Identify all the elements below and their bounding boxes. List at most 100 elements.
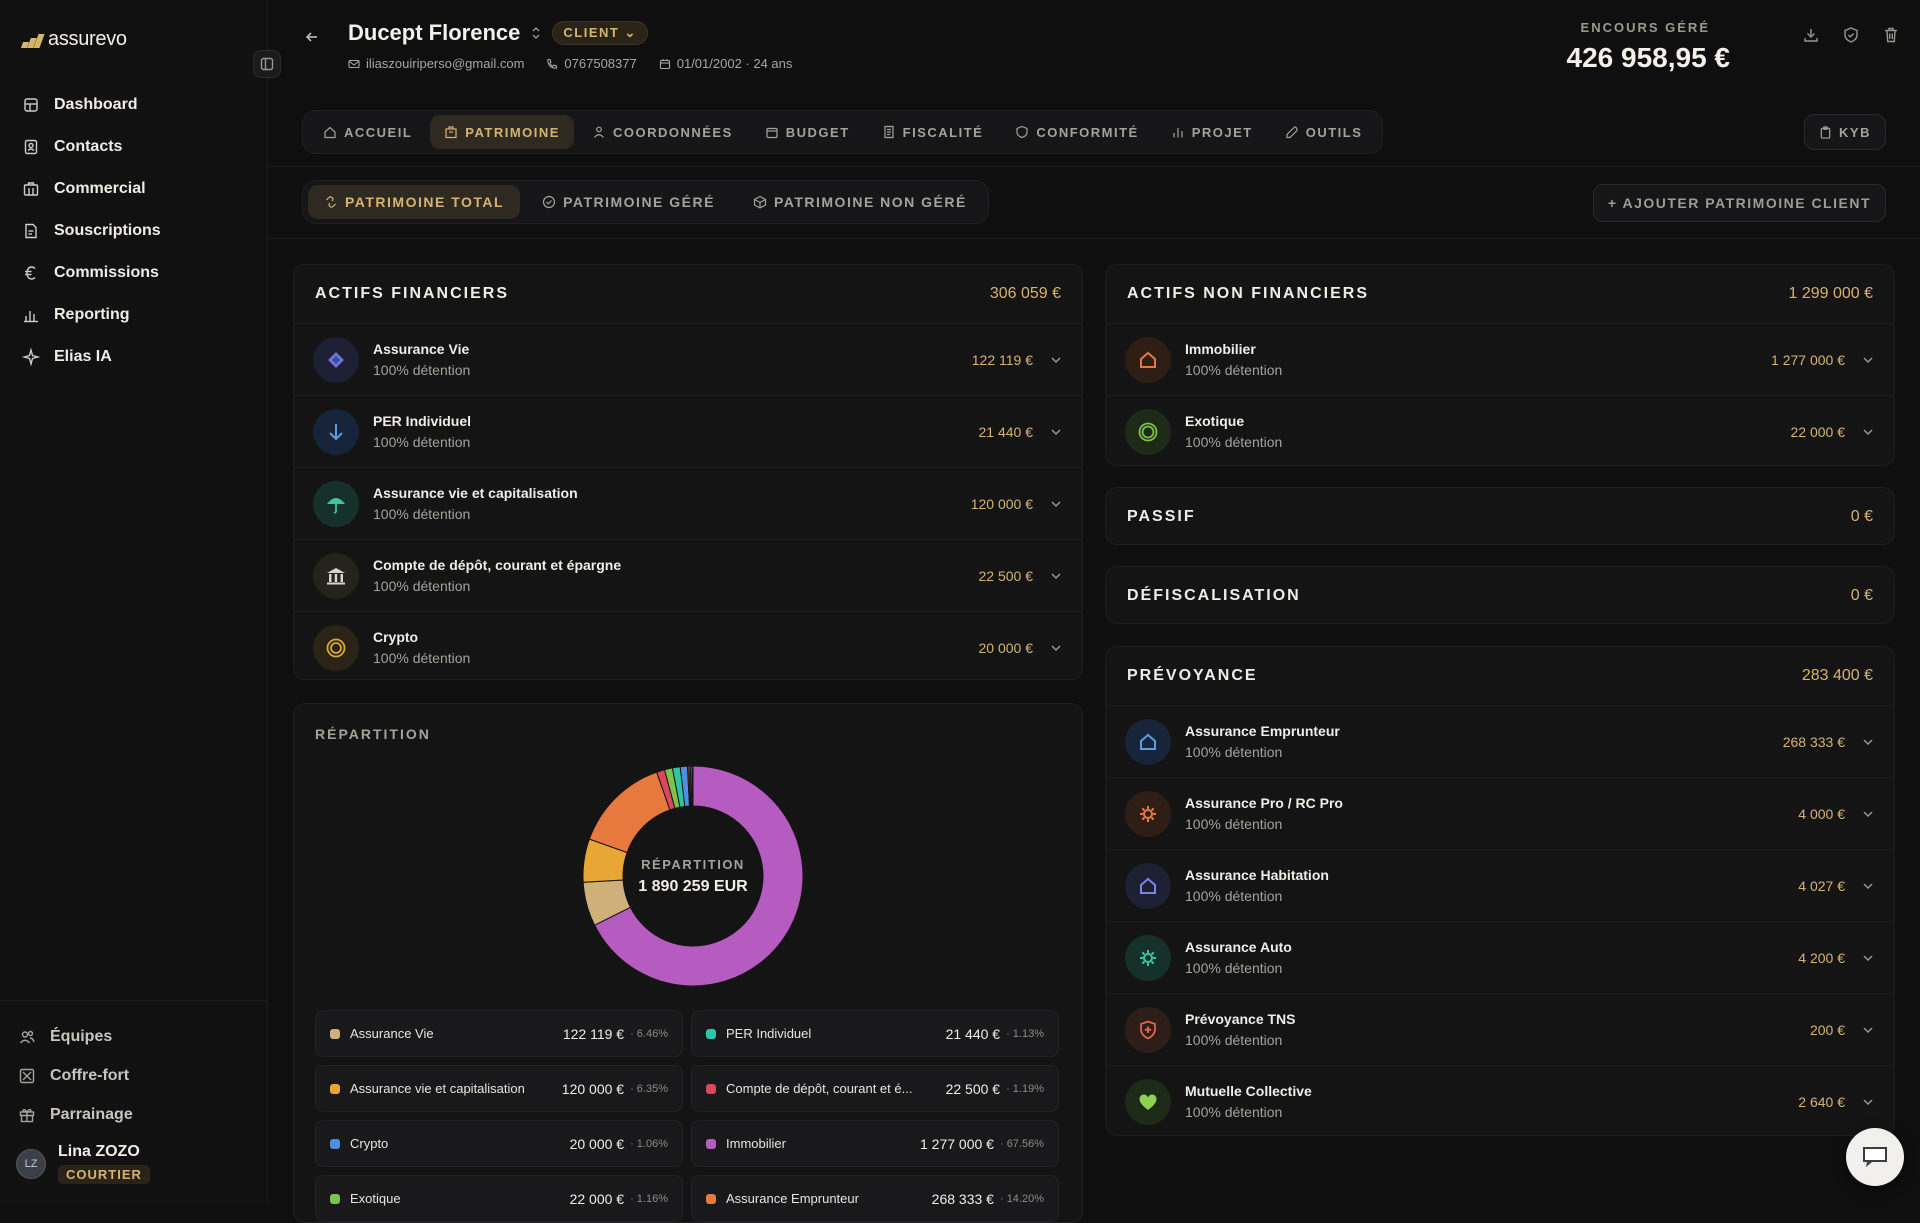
vault-icon <box>18 1067 36 1085</box>
house-icon <box>1137 875 1159 897</box>
tab-2[interactable]: COORDONNÉES <box>578 115 747 149</box>
user-profile[interactable]: LZ Lina ZOZO COURTIER <box>16 1143 150 1184</box>
chevron-down-icon[interactable] <box>1049 569 1063 583</box>
add-patrimoine-button[interactable]: + AJOUTER PATRIMOINE CLIENT <box>1593 184 1886 222</box>
legend-value: 122 119 € <box>563 1026 624 1042</box>
chevron-down-icon[interactable] <box>1861 879 1875 893</box>
asset-name: Crypto <box>373 629 979 645</box>
asset-value: 4 000 € <box>1798 806 1845 822</box>
sidebar-item-1[interactable]: Coffre-fort <box>0 1056 268 1095</box>
sparkle-icon <box>22 348 40 366</box>
asset-icon-badge <box>1125 1007 1171 1053</box>
chevron-down-icon[interactable] <box>1861 1095 1875 1109</box>
subtab-1[interactable]: PATRIMOINE GÉRÉ <box>526 185 731 219</box>
asset-icon-badge <box>1125 791 1171 837</box>
document-icon <box>22 222 40 240</box>
card-header[interactable]: ACTIFS FINANCIERS 306 059 € <box>294 265 1082 323</box>
arrow-left-icon <box>304 29 320 45</box>
legend-item[interactable]: Compte de dépôt, courant et é...22 500 €… <box>691 1065 1059 1112</box>
euro-icon <box>22 264 40 282</box>
chevron-down-icon[interactable] <box>1861 735 1875 749</box>
download-icon[interactable] <box>1802 26 1820 44</box>
chevron-down-icon[interactable] <box>1861 1023 1875 1037</box>
chat-button[interactable] <box>1846 1128 1904 1186</box>
kyb-button[interactable]: KYB <box>1804 114 1886 150</box>
asset-detention: 100% détention <box>1185 816 1798 832</box>
tab-7[interactable]: OUTILS <box>1271 115 1377 149</box>
chevron-down-icon[interactable] <box>1049 353 1063 367</box>
tab-3[interactable]: BUDGET <box>751 115 864 149</box>
chevron-down-icon[interactable] <box>1049 641 1063 655</box>
header-actions <box>1802 26 1900 44</box>
chevron-down-icon[interactable] <box>1861 951 1875 965</box>
mail-icon <box>348 58 360 70</box>
chevron-down-icon[interactable] <box>1049 497 1063 511</box>
app-logo[interactable]: assurevo <box>20 28 127 51</box>
asset-icon-badge <box>1125 719 1171 765</box>
nav-item-commercial[interactable]: Commercial <box>22 168 252 210</box>
chevron-down-icon[interactable] <box>1861 353 1875 367</box>
nav-item-souscriptions[interactable]: Souscriptions <box>22 210 252 252</box>
tab-5[interactable]: CONFORMITÉ <box>1001 115 1152 149</box>
nav-item-contacts[interactable]: Contacts <box>22 126 252 168</box>
nav-item-commissions[interactable]: Commissions <box>22 252 252 294</box>
nav-item-elias-ia[interactable]: Elias IA <box>22 336 252 378</box>
gear-icon <box>1137 947 1159 969</box>
trash-icon[interactable] <box>1882 26 1900 44</box>
defiscalisation-card[interactable]: DÉFISCALISATION 0 € <box>1105 566 1895 624</box>
chevron-down-icon[interactable] <box>1049 425 1063 439</box>
nav-label: Reporting <box>54 306 130 324</box>
tab-1[interactable]: PATRIMOINE <box>430 115 574 149</box>
nav-item-reporting[interactable]: Reporting <box>22 294 252 336</box>
shield-check-icon[interactable] <box>1842 26 1860 44</box>
card-header[interactable]: ACTIFS NON FINANCIERS 1 299 000 € <box>1106 265 1894 323</box>
nav-item-dashboard[interactable]: Dashboard <box>22 84 252 126</box>
client-status-badge[interactable]: CLIENT ⌄ <box>552 21 647 45</box>
back-button[interactable] <box>304 28 320 51</box>
commercial-icon <box>22 180 40 198</box>
sidebar-item-0[interactable]: Équipes <box>0 1017 268 1056</box>
contacts-icon <box>22 138 40 156</box>
subtab-2[interactable]: PATRIMOINE NON GÉRÉ <box>737 185 983 219</box>
diamond-icon <box>325 349 347 371</box>
chevron-updown-icon[interactable] <box>530 26 542 40</box>
sidebar-item-2[interactable]: Parrainage <box>0 1095 268 1134</box>
divider <box>268 166 1920 167</box>
avatar: LZ <box>16 1149 46 1179</box>
tab-6[interactable]: PROJET <box>1157 115 1267 149</box>
home-icon <box>323 125 337 139</box>
subtab-0[interactable]: PATRIMOINE TOTAL <box>308 185 520 219</box>
tab-4[interactable]: FISCALITÉ <box>868 115 998 149</box>
tab-0[interactable]: ACCUEIL <box>309 115 426 149</box>
card-header[interactable]: PRÉVOYANCE 283 400 € <box>1106 647 1894 705</box>
target-icon <box>1137 421 1159 443</box>
repartition-donut-chart: RÉPARTITION 1 890 259 EUR <box>581 764 805 988</box>
passif-card[interactable]: PASSIF 0 € <box>1105 487 1895 545</box>
chevron-down-icon[interactable] <box>1861 425 1875 439</box>
chevron-down-icon[interactable] <box>1861 807 1875 821</box>
